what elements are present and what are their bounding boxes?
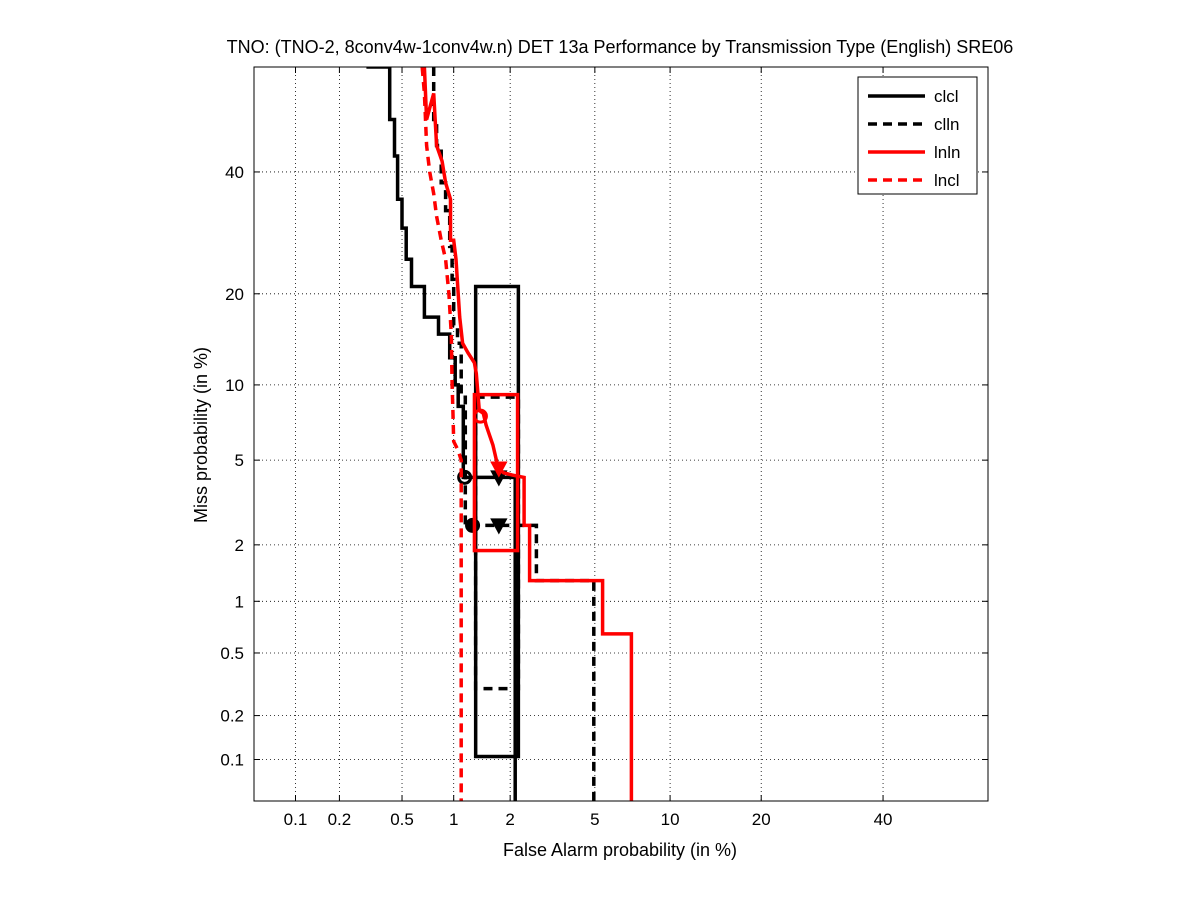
x-tick-label: 0.1 bbox=[284, 810, 308, 829]
axes-box bbox=[253, 66, 989, 802]
confidence-box-lnln bbox=[472, 392, 520, 553]
ticks: 0.1 0.2 0.5 1 2 5 10 20 40 0.1 0.2 0.5 1 2 5 10 20 40 bbox=[220, 67, 988, 829]
y-tick-label: 40 bbox=[225, 163, 244, 182]
legend-label-lnln: lnln bbox=[934, 143, 960, 162]
act-dcf-marker-clln bbox=[490, 518, 508, 535]
series-lncl bbox=[420, 67, 463, 801]
legend-label-clln: clln bbox=[934, 115, 960, 134]
x-tick-label: 20 bbox=[752, 810, 771, 829]
y-tick-label: 5 bbox=[235, 451, 244, 470]
y-tick-label: 2 bbox=[235, 536, 244, 555]
det-curve-clcl bbox=[366, 67, 517, 801]
plot-area bbox=[366, 67, 634, 801]
min-dcf-marker-clln bbox=[465, 517, 481, 533]
x-tick-label: 0.5 bbox=[390, 810, 414, 829]
x-tick-label: 5 bbox=[590, 810, 599, 829]
legend-label-clcl: clcl bbox=[934, 87, 959, 106]
legend: clcl clln lnln lncl bbox=[857, 76, 978, 195]
det-curve-lncl bbox=[420, 67, 463, 801]
y-tick-label: 0.2 bbox=[220, 707, 244, 726]
y-tick-label: 1 bbox=[235, 592, 244, 611]
y-axis-label: Miss probability (in %) bbox=[191, 347, 211, 523]
min-dcf-marker-lnln bbox=[472, 408, 488, 424]
x-tick-label: 1 bbox=[449, 810, 458, 829]
x-axis-label: False Alarm probability (in %) bbox=[503, 840, 737, 860]
y-tick-label: 0.5 bbox=[220, 644, 244, 663]
y-tick-label: 20 bbox=[225, 285, 244, 304]
chart-title: TNO: (TNO-2, 8conv4w-1conv4w.n) DET 13a … bbox=[227, 37, 1014, 57]
x-tick-label: 10 bbox=[661, 810, 680, 829]
x-tick-label: 40 bbox=[874, 810, 893, 829]
y-tick-label: 10 bbox=[225, 376, 244, 395]
y-tick-label: 0.1 bbox=[220, 751, 244, 770]
act-dcf-marker-lnln bbox=[490, 461, 508, 478]
legend-label-lncl: lncl bbox=[934, 171, 960, 190]
x-tick-label: 2 bbox=[505, 810, 514, 829]
series-lnln bbox=[422, 67, 634, 801]
x-tick-label: 0.2 bbox=[328, 810, 352, 829]
